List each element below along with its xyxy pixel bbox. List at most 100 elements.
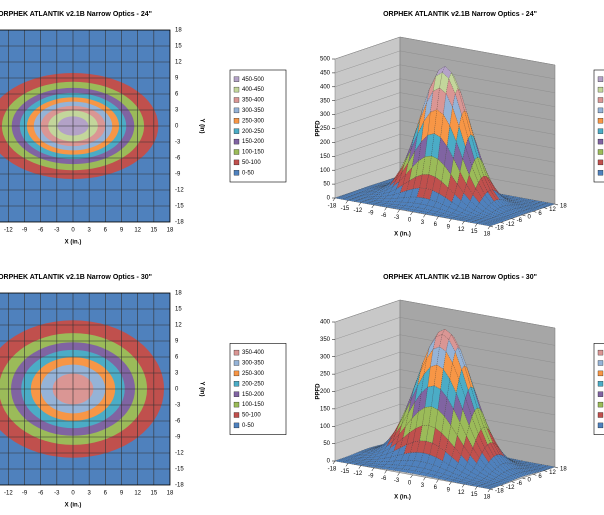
- z-tick-label: 300: [320, 112, 331, 118]
- x-tick-label: 3: [421, 220, 425, 226]
- surface-cell: [479, 408, 490, 431]
- surface-cell: [375, 182, 385, 185]
- surface-cell: [482, 483, 493, 486]
- surface-cell: [530, 464, 540, 467]
- z-tick-label: 200: [320, 389, 331, 395]
- legend-swatch: [597, 170, 604, 176]
- contours: [0, 30, 170, 222]
- x-tick-label: 9: [120, 228, 124, 234]
- legend-label: 0-50: [242, 423, 255, 429]
- surface-cell: [389, 434, 400, 449]
- legend-swatch: [233, 412, 240, 418]
- grid-line: [334, 78, 556, 107]
- surface-cell: [525, 205, 536, 209]
- surface-cell: [363, 190, 373, 192]
- surface-cell: [502, 216, 513, 220]
- surface-cell: [347, 199, 358, 202]
- surface-cell: [500, 195, 511, 203]
- legend-swatch: [233, 401, 240, 408]
- surface-cell: [343, 460, 354, 463]
- grid-line: [334, 334, 556, 363]
- z-tick-label: 150: [320, 154, 331, 160]
- surface-cell: [496, 454, 507, 464]
- surface-cell: [369, 201, 380, 204]
- legend-swatch: [233, 360, 240, 366]
- y-tick-label: 0: [175, 387, 179, 393]
- x-tick: [345, 200, 349, 204]
- chart-title: ORPHEK ATLANTIK v2.1B Narrow Optics - 24…: [383, 11, 537, 18]
- surface-cell: [487, 480, 498, 484]
- surface-cell: [397, 190, 407, 199]
- x-tick-label: 15: [471, 229, 478, 235]
- y-tick-label: 0: [175, 124, 179, 130]
- surface-cell: [455, 347, 465, 370]
- surface-cell: [427, 210, 438, 214]
- contours: [0, 293, 170, 485]
- surface-cell: [449, 213, 460, 217]
- x-tick-label: -12: [353, 471, 362, 477]
- surface-cell: [386, 205, 397, 209]
- surface-cell: [402, 167, 413, 186]
- surface-cell: [467, 386, 478, 411]
- y-tick-label: -6: [175, 419, 181, 425]
- surface-cell: [483, 223, 494, 227]
- x-tick: [410, 211, 413, 216]
- surface-cell: [483, 426, 494, 443]
- surface-cell: [534, 468, 545, 472]
- surface-cell: [440, 368, 450, 398]
- y-tick-label: 3: [175, 371, 179, 377]
- surface-cell: [346, 459, 357, 462]
- surface-cell: [459, 158, 470, 185]
- surface-cell: [495, 191, 506, 201]
- z-tick-label: 350: [320, 98, 331, 104]
- x-tick-label: 0: [408, 481, 412, 487]
- grid-line: [334, 92, 556, 121]
- y-tick: [533, 474, 537, 476]
- surface-cell: [464, 365, 474, 389]
- surface-cell: [452, 351, 462, 380]
- x-tick-label: 3: [87, 228, 91, 234]
- x-tick: [371, 204, 374, 209]
- x-tick-label: 12: [458, 227, 465, 233]
- surface-cell: [478, 218, 489, 221]
- surface: [334, 328, 556, 490]
- surface-cell: [545, 202, 556, 206]
- y-tick-label: 0: [528, 215, 532, 221]
- y-tick: [500, 222, 504, 224]
- y-tick-label: 3: [175, 108, 179, 114]
- legend-swatch: [597, 107, 604, 114]
- surface-cell: [381, 181, 391, 184]
- y-tick: [500, 485, 504, 487]
- legend-swatch: [597, 86, 604, 93]
- y-tick-label: -18: [495, 226, 504, 232]
- surface-cell: [502, 462, 513, 470]
- surface-cell: [359, 198, 370, 201]
- x-tick: [423, 214, 426, 218]
- surface-cell: [463, 220, 474, 223]
- y-tick-label: 18: [560, 467, 567, 473]
- x-tick-label: 0: [408, 218, 412, 224]
- surface-cell: [505, 462, 516, 470]
- legend-label: 0-50: [242, 170, 255, 176]
- surface-cell: [456, 214, 467, 219]
- surface-cell: [460, 479, 470, 484]
- surface-cell: [470, 221, 481, 224]
- surface-cell: [466, 425, 476, 449]
- legend-swatch: [233, 381, 240, 387]
- x-tick-label: -3: [54, 491, 60, 497]
- x-axis-label: X (in.): [394, 495, 411, 501]
- x-tick: [461, 221, 465, 225]
- z-tick-label: 100: [320, 168, 331, 174]
- x-tick-label: -18: [328, 467, 337, 473]
- y-tick-label: 18: [175, 291, 182, 297]
- surface-cell: [438, 181, 449, 198]
- surface-cell: [473, 136, 483, 163]
- surface-cell: [405, 208, 416, 212]
- surface-cell: [507, 458, 517, 466]
- surface-cell: [359, 188, 369, 191]
- surface-cell: [365, 461, 376, 464]
- surface-cell: [479, 221, 490, 225]
- surface-cell: [337, 458, 348, 462]
- x-tick-label: 18: [484, 495, 491, 501]
- legend-label: 250-300: [242, 118, 265, 124]
